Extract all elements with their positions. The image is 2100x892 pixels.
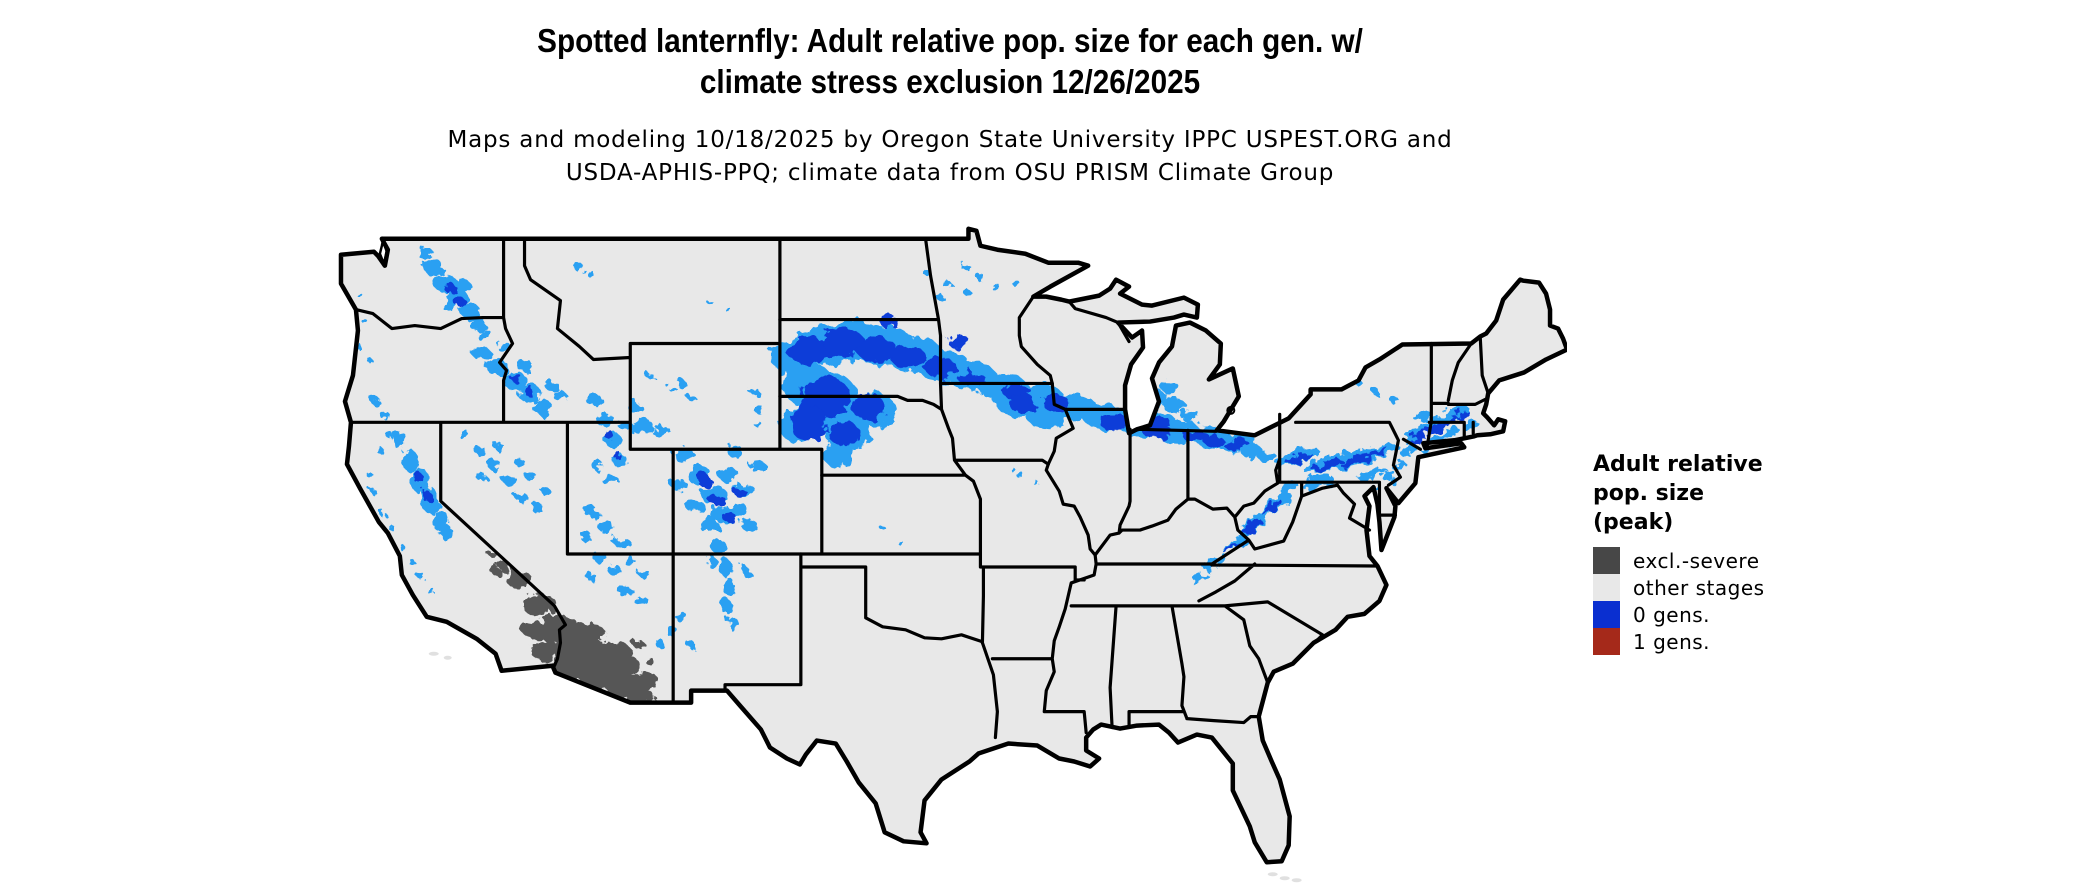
legend-label-1-gens: 1 gens.: [1633, 629, 1711, 654]
legend-title: Adult relative pop. size (peak): [1593, 450, 1853, 537]
state-borders: [349, 237, 1490, 740]
map-subtitle-line2: USDA-APHIS-PPQ; climate data from OSU PR…: [565, 160, 1335, 186]
legend-row-other-stages: other stages: [1593, 574, 1853, 601]
legend-title-line2: pop. size: [1593, 481, 1704, 506]
legend-swatch-0-gens: [1593, 601, 1620, 628]
map-title-line2: climate stress exclusion 12/26/2025: [699, 63, 1201, 100]
legend-label-excl-severe: excl.-severe: [1633, 548, 1760, 573]
us-map-container: [330, 225, 1567, 885]
map-subtitle-line1: Maps and modeling 10/18/2025 by Oregon S…: [447, 127, 1453, 153]
legend-swatch-1-gens: [1593, 628, 1620, 655]
us-map: [330, 225, 1567, 883]
legend-label-other-stages: other stages: [1633, 575, 1765, 600]
legend-row-1-gens: 1 gens.: [1593, 628, 1853, 655]
legend-label-0-gens: 0 gens.: [1633, 602, 1711, 627]
legend-swatch-other-stages: [1593, 574, 1620, 601]
map-title: Spotted lanternfly: Adult relative pop. …: [95, 20, 1805, 102]
islands: [428, 651, 1302, 883]
legend-swatch-excl-severe: [1593, 547, 1620, 574]
map-title-line1: Spotted lanternfly: Adult relative pop. …: [537, 22, 1363, 59]
map-subtitle: Maps and modeling 10/18/2025 by Oregon S…: [0, 124, 1900, 190]
legend-title-line1: Adult relative: [1593, 452, 1763, 477]
legend-row-excl-severe: excl.-severe: [1593, 547, 1853, 574]
legend-row-0-gens: 0 gens.: [1593, 601, 1853, 628]
raster-zero-gens-dark: [413, 282, 1470, 554]
map-legend: Adult relative pop. size (peak) excl.-se…: [1593, 450, 1853, 655]
legend-title-line3: (peak): [1593, 510, 1674, 535]
